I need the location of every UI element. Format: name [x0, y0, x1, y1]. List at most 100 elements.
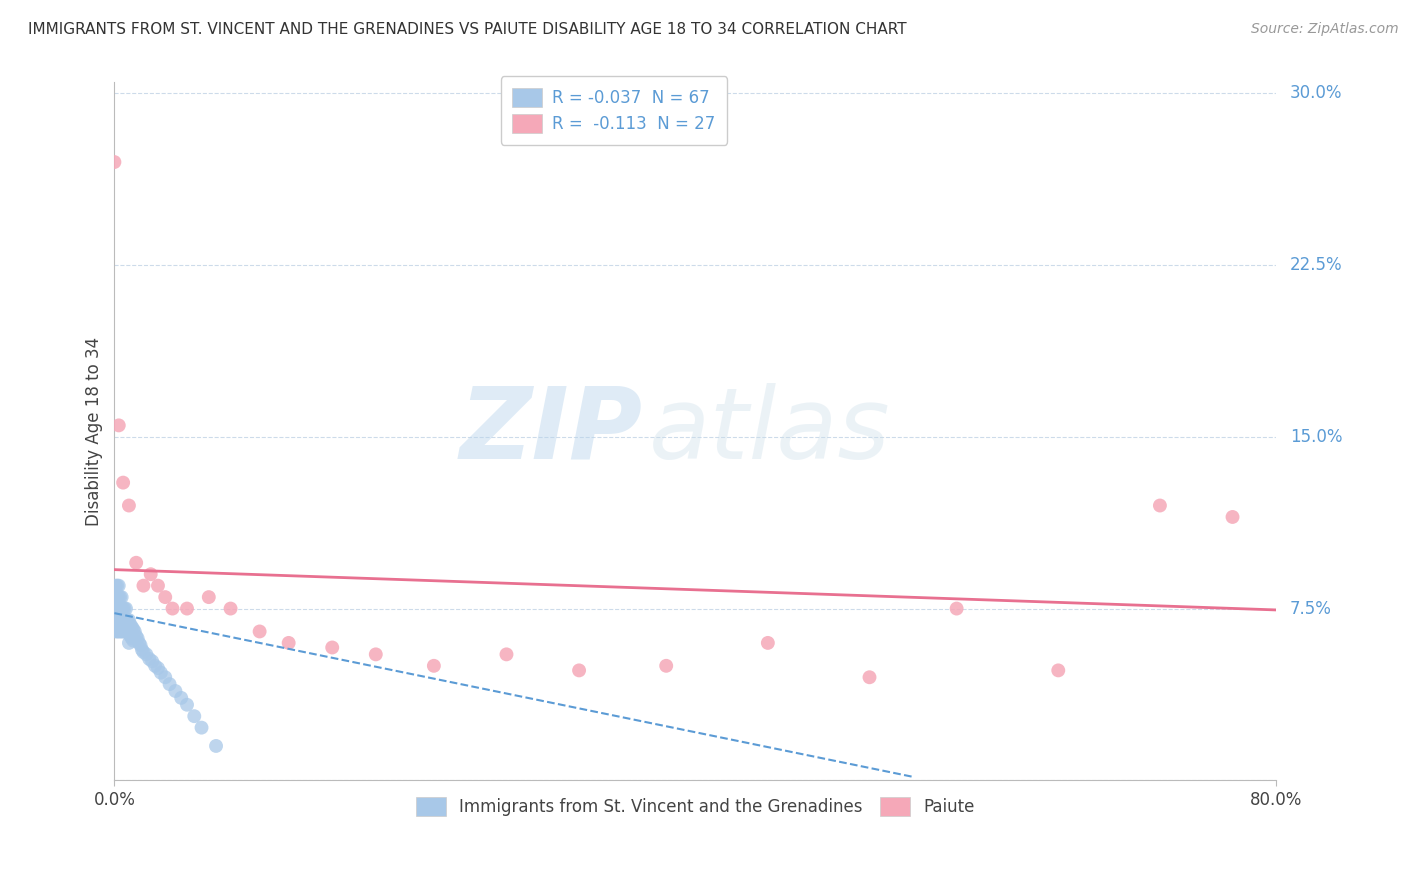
Point [125, 629, 148, 643]
Point [103, 590, 125, 604]
Point [146, 579, 169, 593]
Point [1222, 510, 1244, 524]
Point [219, 601, 242, 615]
Point [114, 613, 136, 627]
Point [170, 690, 193, 705]
Point [110, 624, 132, 639]
Point [132, 579, 155, 593]
Point [124, 624, 146, 639]
Point [110, 601, 132, 615]
Point [127, 632, 149, 646]
Point [135, 648, 157, 662]
Point [118, 613, 141, 627]
Point [155, 670, 177, 684]
Point [104, 624, 127, 639]
Point [122, 633, 145, 648]
Point [146, 661, 169, 675]
Point [112, 624, 135, 639]
Point [495, 648, 517, 662]
Point [107, 601, 129, 615]
Point [568, 664, 591, 678]
Point [141, 654, 163, 668]
Point [143, 658, 166, 673]
Point [114, 624, 136, 639]
Point [205, 739, 228, 753]
Point [105, 590, 128, 604]
Point [104, 601, 127, 615]
Point [128, 636, 150, 650]
Point [139, 567, 162, 582]
Point [103, 613, 125, 627]
Point [183, 709, 205, 723]
Point [118, 636, 141, 650]
Point [159, 677, 181, 691]
Point [756, 636, 779, 650]
Point [114, 601, 136, 615]
Point [858, 670, 880, 684]
Point [110, 590, 132, 604]
Text: Source: ZipAtlas.com: Source: ZipAtlas.com [1251, 22, 1399, 37]
Point [111, 624, 134, 639]
Text: ZIP: ZIP [460, 383, 643, 480]
Point [655, 658, 678, 673]
Text: 30.0%: 30.0% [1291, 85, 1343, 103]
Point [112, 475, 135, 490]
Point [945, 601, 967, 615]
Text: 22.5%: 22.5% [1291, 256, 1343, 274]
Point [118, 499, 141, 513]
Point [131, 642, 153, 657]
Legend: Immigrants from St. Vincent and the Grenadines, Paiute: Immigrants from St. Vincent and the Gren… [408, 789, 983, 824]
Point [122, 622, 145, 636]
Point [120, 617, 142, 632]
Point [107, 613, 129, 627]
Point [321, 640, 343, 655]
Point [165, 684, 187, 698]
Point [105, 613, 128, 627]
Text: atlas: atlas [648, 383, 890, 480]
Point [104, 590, 127, 604]
Point [112, 613, 135, 627]
Text: 7.5%: 7.5% [1291, 599, 1331, 617]
Point [103, 601, 125, 615]
Point [149, 665, 172, 680]
Point [117, 624, 139, 639]
Point [364, 648, 387, 662]
Point [105, 579, 128, 593]
Point [112, 601, 135, 615]
Point [103, 155, 125, 169]
Point [120, 629, 142, 643]
Point [111, 613, 134, 627]
Point [105, 624, 128, 639]
Point [249, 624, 271, 639]
Point [107, 579, 129, 593]
Point [423, 658, 446, 673]
Point [176, 698, 198, 712]
Point [111, 601, 134, 615]
Point [118, 624, 141, 639]
Point [138, 652, 160, 666]
Point [107, 418, 129, 433]
Point [198, 590, 221, 604]
Point [125, 556, 148, 570]
Point [129, 638, 152, 652]
Point [176, 601, 198, 615]
Point [121, 632, 143, 646]
Point [155, 590, 177, 604]
Point [115, 624, 138, 639]
Point [104, 579, 127, 593]
Point [111, 590, 134, 604]
Text: 15.0%: 15.0% [1291, 428, 1343, 446]
Point [277, 636, 299, 650]
Point [1047, 664, 1070, 678]
Point [115, 601, 138, 615]
Point [104, 613, 127, 627]
Point [162, 601, 184, 615]
Point [107, 590, 129, 604]
Point [132, 645, 155, 659]
Point [107, 624, 129, 639]
Y-axis label: Disability Age 18 to 34: Disability Age 18 to 34 [86, 336, 103, 525]
Text: IMMIGRANTS FROM ST. VINCENT AND THE GRENADINES VS PAIUTE DISABILITY AGE 18 TO 34: IMMIGRANTS FROM ST. VINCENT AND THE GREN… [28, 22, 907, 37]
Point [190, 721, 212, 735]
Point [110, 613, 132, 627]
Point [1149, 499, 1171, 513]
